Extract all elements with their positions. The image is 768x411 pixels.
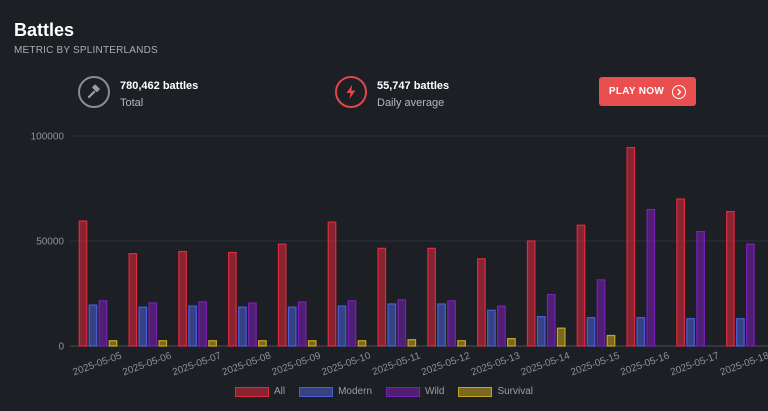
bar-survival — [208, 340, 217, 347]
bar-survival — [606, 334, 616, 347]
gavel-icon — [78, 76, 110, 108]
bar-modern — [736, 318, 745, 347]
bar-all — [576, 224, 586, 347]
bar-all — [327, 221, 337, 347]
bar-wild — [248, 302, 257, 347]
legend-label: Wild — [425, 386, 445, 397]
bar-wild — [297, 301, 307, 347]
x-tick-label: 2025-05-08 — [221, 350, 273, 378]
legend-label: Modern — [338, 386, 372, 397]
bar-wild — [546, 293, 556, 347]
lightning-icon — [335, 76, 367, 108]
bar-survival — [357, 340, 367, 347]
play-now-label: PLAY NOW — [608, 86, 665, 97]
bar-modern — [188, 305, 197, 347]
legend-label: Survival — [497, 386, 534, 397]
x-tick-label: 2025-05-06 — [121, 350, 173, 378]
bar-survival — [158, 340, 168, 347]
bar-wild — [347, 300, 357, 347]
x-tick-label: 2025-05-05 — [71, 350, 123, 378]
bar-survival — [407, 339, 417, 347]
legend-swatch — [458, 386, 493, 397]
bar-wild — [148, 302, 158, 347]
legend-swatch — [386, 386, 420, 397]
play-now-button[interactable]: PLAY NOW — [599, 77, 696, 106]
chevron-right-icon — [672, 84, 687, 99]
chart-legend: All Modern Wild Survival — [0, 386, 768, 397]
bar-wild — [696, 230, 705, 347]
bar-all — [228, 251, 237, 347]
bar-all — [526, 240, 536, 347]
x-tick-label: 2025-05-15 — [569, 350, 621, 378]
bar-survival — [507, 338, 516, 347]
bar-wild — [198, 301, 207, 347]
bar-wild — [596, 279, 606, 347]
bar-all — [726, 211, 735, 347]
bar-modern — [337, 305, 347, 347]
x-tick-label: 2025-05-18 — [719, 350, 768, 378]
bar-wild — [447, 300, 456, 347]
bar-modern — [686, 318, 695, 347]
bar-wild — [397, 299, 407, 347]
bar-survival — [457, 340, 466, 347]
bar-all — [676, 198, 685, 347]
legend-item-survival[interactable]: Survival — [458, 386, 533, 397]
y-tick-label: 50000 — [36, 237, 64, 248]
bar-wild — [746, 243, 755, 347]
daily-average-value: 55,747 battles — [377, 80, 450, 92]
bar-survival — [556, 327, 566, 347]
bar-all — [277, 243, 287, 347]
bar-survival — [307, 340, 317, 347]
bar-survival — [108, 340, 118, 347]
bar-modern — [536, 316, 546, 347]
bar-modern — [586, 317, 596, 347]
x-tick-label: 2025-05-10 — [320, 350, 372, 378]
bar-all — [78, 220, 88, 347]
battles-bar-chart: 0500001000002025-05-052025-05-062025-05-… — [31, 132, 768, 378]
bar-modern — [487, 309, 496, 347]
bar-wild — [646, 208, 656, 347]
x-tick-label: 2025-05-12 — [420, 350, 472, 378]
bar-all — [377, 247, 387, 347]
bar-modern — [88, 304, 98, 347]
bar-modern — [636, 317, 646, 347]
bar-survival — [258, 340, 267, 347]
bar-all — [178, 250, 187, 347]
bar-all — [128, 253, 138, 347]
bar-modern — [387, 303, 397, 347]
bar-all — [626, 146, 636, 347]
bar-all — [477, 258, 486, 347]
bar-all — [427, 247, 436, 347]
bar-modern — [437, 303, 446, 347]
x-tick-label: 2025-05-17 — [669, 350, 721, 378]
bar-modern — [287, 306, 297, 347]
legend-item-modern[interactable]: Modern — [299, 386, 372, 397]
legend-swatch — [234, 386, 269, 397]
x-tick-label: 2025-05-13 — [470, 350, 522, 378]
x-tick-label: 2025-05-07 — [171, 350, 223, 378]
x-tick-label: 2025-05-09 — [271, 350, 323, 378]
bar-modern — [138, 306, 148, 347]
total-battles-label: Total — [120, 97, 144, 109]
x-tick-label: 2025-05-14 — [520, 350, 572, 378]
x-tick-label: 2025-05-16 — [619, 350, 671, 378]
total-battles-value: 780,462 battles — [120, 80, 199, 92]
legend-item-wild[interactable]: Wild — [386, 386, 444, 397]
y-tick-label: 0 — [58, 342, 64, 353]
legend-label: All — [273, 386, 286, 397]
bar-wild — [497, 305, 506, 347]
x-tick-label: 2025-05-11 — [371, 350, 423, 378]
legend-swatch — [299, 386, 334, 397]
bar-modern — [238, 306, 247, 347]
daily-average-label: Daily average — [377, 97, 445, 109]
bar-wild — [98, 300, 108, 347]
y-tick-label: 100000 — [31, 132, 65, 143]
page-title: Battles — [14, 20, 75, 40]
page-subtitle: METRIC BY SPLINTERLANDS — [14, 45, 158, 56]
legend-item-all[interactable]: All — [234, 386, 286, 397]
